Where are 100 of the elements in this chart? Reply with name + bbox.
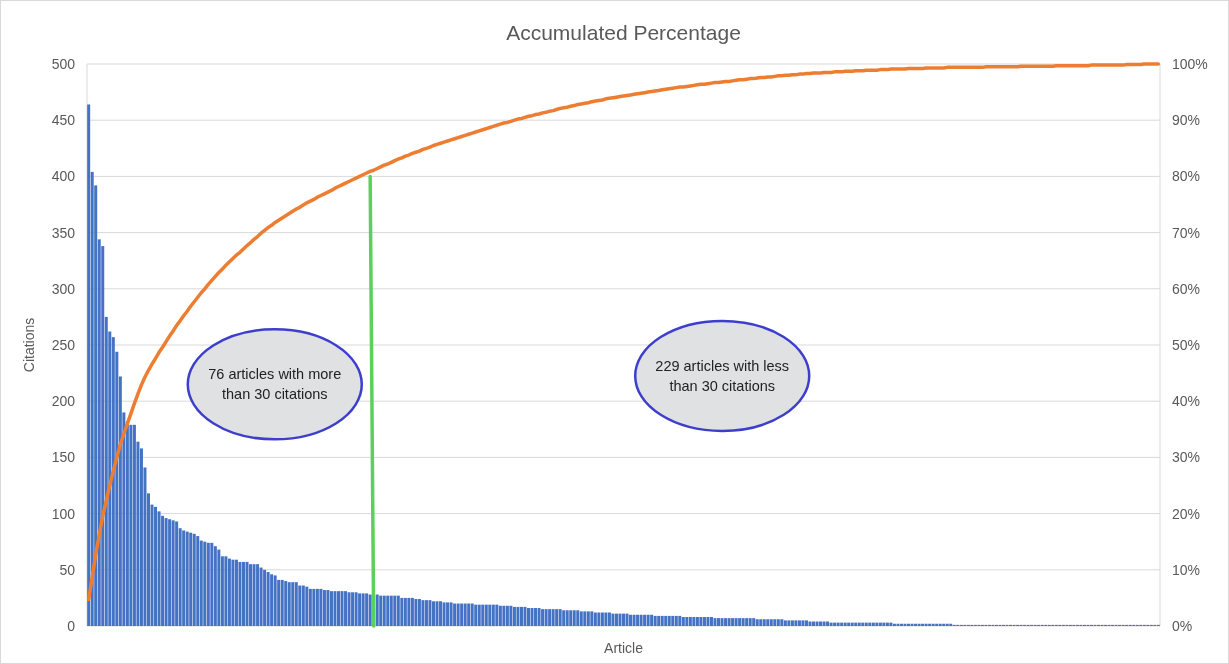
bar	[305, 586, 309, 626]
bar	[636, 614, 640, 626]
y2-tick-label: 90%	[1172, 112, 1201, 129]
oval-callout: 76 articles with more than 30 citations	[186, 328, 364, 441]
bar	[657, 615, 661, 626]
bar	[154, 506, 158, 626]
bar	[548, 609, 552, 626]
bar	[871, 622, 875, 626]
bar	[347, 592, 351, 626]
bar	[129, 424, 133, 626]
bar	[407, 597, 411, 626]
bar	[210, 542, 214, 626]
bar	[840, 622, 844, 626]
bar	[622, 613, 625, 626]
bar	[382, 595, 386, 626]
bar	[572, 610, 576, 626]
bar	[491, 604, 495, 626]
bar	[505, 605, 509, 626]
bar	[629, 614, 633, 626]
bar	[516, 606, 520, 626]
bar	[227, 558, 231, 626]
bar	[527, 608, 530, 626]
bar	[773, 619, 777, 626]
bar	[699, 617, 703, 626]
bar	[509, 605, 513, 626]
bar	[836, 622, 840, 626]
bar	[864, 622, 868, 626]
bar	[671, 615, 675, 626]
bar	[206, 542, 210, 626]
y-tick-label: 250	[51, 336, 76, 353]
bar	[614, 613, 618, 626]
bar	[203, 541, 207, 626]
bar	[245, 561, 249, 626]
bar	[541, 609, 545, 626]
bar	[692, 617, 696, 626]
bar	[826, 621, 830, 626]
bar	[604, 612, 608, 626]
y-tick-label: 50	[59, 561, 76, 578]
bar	[266, 572, 270, 626]
bar	[812, 621, 815, 626]
bar	[161, 515, 165, 626]
bar	[861, 622, 865, 626]
bar	[593, 612, 597, 626]
bar	[632, 614, 636, 626]
bar	[284, 581, 288, 626]
bar	[882, 622, 886, 626]
bar	[315, 588, 319, 626]
bar	[720, 618, 724, 626]
bar	[344, 591, 348, 626]
bar	[625, 613, 629, 626]
bar	[234, 559, 238, 626]
bar	[224, 556, 228, 626]
bar	[495, 604, 499, 626]
bar	[277, 579, 281, 626]
bar	[249, 564, 253, 626]
bar	[217, 549, 221, 626]
bar	[537, 608, 541, 626]
bar	[358, 593, 362, 626]
bar	[600, 612, 604, 626]
bar	[196, 536, 200, 626]
x-axis-title: Article	[604, 640, 644, 656]
bar	[375, 594, 379, 626]
bar	[843, 622, 847, 626]
bar	[400, 597, 404, 626]
bar	[674, 615, 678, 626]
bar	[393, 595, 397, 626]
bar	[481, 604, 485, 626]
bar	[607, 612, 611, 626]
bar	[643, 614, 647, 626]
bar	[745, 618, 749, 626]
bar	[498, 605, 502, 626]
bar	[326, 590, 330, 626]
y2-tick-label: 20%	[1172, 505, 1201, 522]
bar	[731, 618, 735, 626]
bar	[435, 601, 439, 626]
bar	[681, 617, 685, 626]
y-tick-label: 450	[51, 112, 76, 129]
bar	[512, 606, 516, 626]
bar	[829, 622, 833, 626]
bar	[308, 588, 312, 626]
bar	[449, 602, 453, 626]
bar	[590, 611, 594, 626]
bar	[583, 611, 587, 626]
bar	[727, 618, 731, 626]
bar	[417, 599, 421, 626]
bar	[414, 599, 418, 626]
bar	[484, 604, 488, 626]
bar	[847, 622, 851, 626]
chart-title: Accumulated Percentage	[506, 21, 741, 44]
bar	[294, 582, 298, 626]
bar	[333, 591, 337, 626]
y-tick-label: 100	[51, 505, 76, 522]
bar	[678, 615, 682, 626]
bar	[439, 601, 443, 626]
y2-tick-label: 0%	[1172, 617, 1193, 634]
bar	[688, 617, 692, 626]
bar	[488, 604, 492, 626]
bar	[685, 617, 689, 626]
bar	[319, 588, 323, 626]
bar	[337, 591, 340, 626]
